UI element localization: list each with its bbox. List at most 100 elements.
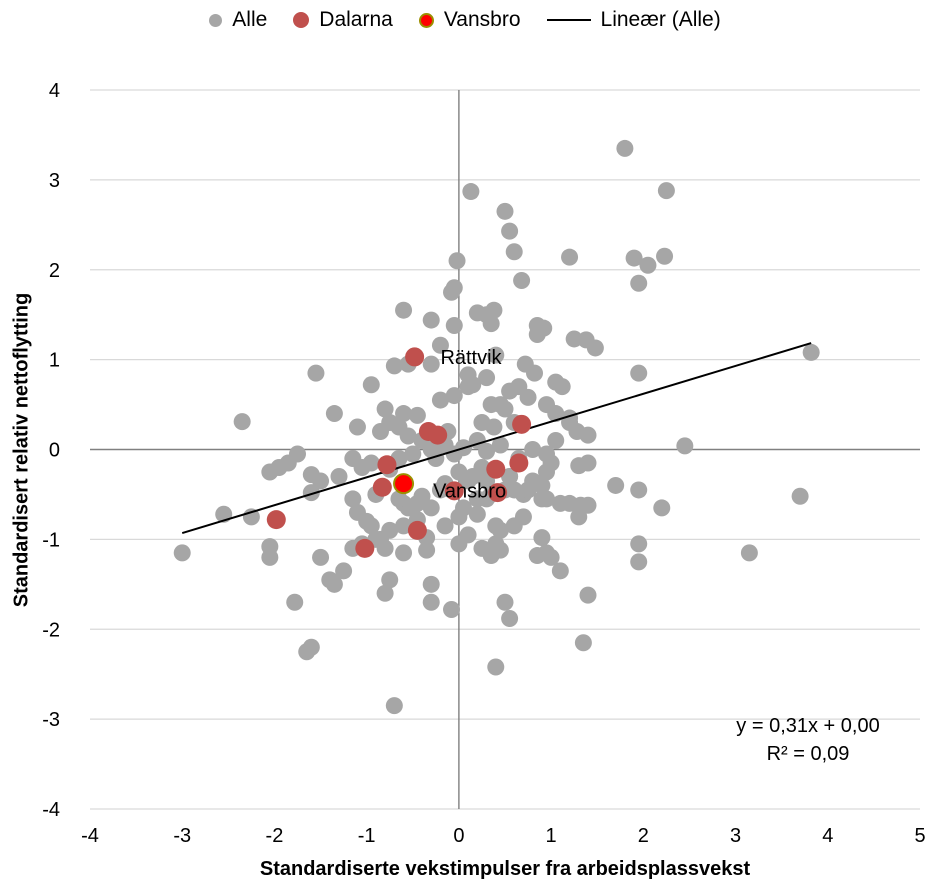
legend-item-trendline: Lineær (Alle)	[546, 8, 721, 32]
point-alle	[482, 315, 500, 333]
point-alle	[547, 373, 565, 391]
point-alle	[653, 499, 671, 517]
point-alle	[325, 405, 343, 423]
point-alle	[362, 376, 380, 394]
point-alle	[496, 593, 514, 611]
point-alle	[535, 319, 553, 337]
point-alle	[325, 575, 343, 593]
point-alle	[173, 544, 191, 562]
point-alle	[561, 248, 579, 266]
regression-r-squared: R² = 0,09	[766, 743, 850, 765]
point-alle	[385, 697, 403, 715]
point-alle	[526, 364, 544, 382]
point-alle	[570, 508, 588, 526]
point-dalarna	[355, 538, 375, 558]
point-alle	[404, 445, 422, 463]
point-alle	[496, 400, 514, 418]
y-tick-label: 0	[49, 440, 60, 462]
legend-item-alle: Alle	[209, 8, 267, 32]
point-alle	[445, 279, 463, 297]
point-alle	[473, 458, 491, 476]
legend: Alle Dalarna Vansbro Lineær (Alle)	[0, 8, 930, 32]
point-alle	[547, 432, 565, 450]
point-alle	[390, 490, 408, 508]
point-alle	[514, 508, 532, 526]
point-alle	[422, 575, 440, 593]
point-alle	[478, 442, 496, 460]
point-alle	[445, 316, 463, 334]
point-alle	[462, 183, 480, 201]
point-alle	[302, 484, 320, 502]
point-alle	[422, 499, 440, 517]
y-axis-label: Standardisert relativ nettoflytting	[10, 292, 33, 608]
y-tick-label: -2	[42, 619, 60, 641]
point-alle	[491, 436, 509, 454]
point-alle	[657, 182, 675, 200]
point-alle	[422, 593, 440, 611]
point-alle	[381, 521, 399, 539]
point-alle	[302, 638, 320, 656]
point-alle	[395, 544, 413, 562]
point-alle	[448, 252, 466, 270]
point-alle	[312, 548, 330, 566]
point-alle	[362, 517, 380, 535]
point-alle	[528, 547, 546, 565]
point-alle	[551, 562, 569, 580]
point-alle	[381, 571, 399, 589]
x-tick-label: -4	[81, 825, 99, 847]
y-tick-label: 3	[49, 170, 60, 192]
point-alle	[395, 301, 413, 319]
point-alle	[335, 562, 353, 580]
point-alle	[307, 364, 325, 382]
x-tick-label: 1	[546, 825, 557, 847]
point-alle	[616, 139, 634, 157]
legend-label-trendline: Lineær (Alle)	[600, 8, 721, 31]
point-alle	[431, 336, 449, 354]
point-dalarna	[405, 347, 425, 367]
point-alle	[450, 463, 468, 481]
y-tick-label: 1	[49, 350, 60, 372]
point-alle	[233, 413, 251, 431]
point-alle	[376, 400, 394, 418]
point-alle	[455, 499, 472, 517]
point-alle	[312, 472, 330, 490]
point-alle	[482, 547, 500, 565]
point-alle	[630, 535, 648, 553]
point-alle	[496, 202, 514, 220]
point-alle	[431, 391, 449, 409]
point-alle	[418, 541, 436, 559]
point-alle	[561, 494, 579, 512]
annotation-rattvik: Rättvik	[440, 347, 502, 369]
point-alle	[487, 346, 505, 364]
y-tick-label: -3	[42, 709, 60, 731]
point-dalarna	[428, 425, 448, 445]
point-alle	[348, 503, 366, 521]
point-dalarna	[444, 481, 464, 501]
y-tick-label: 4	[49, 80, 60, 102]
point-alle	[791, 487, 809, 505]
point-alle	[468, 490, 486, 508]
point-alle	[524, 441, 542, 458]
point-alle	[579, 586, 597, 604]
point-alle	[279, 454, 297, 472]
point-alle	[519, 481, 537, 499]
point-dalarna	[372, 477, 392, 497]
point-alle	[568, 423, 586, 441]
point-alle	[656, 247, 674, 265]
legend-item-dalarna: Dalarna	[293, 8, 393, 32]
y-tick-label: 2	[49, 260, 60, 282]
x-axis-label: Standardiserte vekstimpulser fra arbeids…	[259, 858, 751, 880]
point-alle	[376, 584, 394, 602]
point-alle	[630, 364, 648, 382]
legend-label-vansbro: Vansbro	[443, 8, 521, 31]
point-alle	[468, 505, 486, 523]
x-tick-label: 3	[730, 825, 741, 847]
point-alle	[464, 376, 482, 394]
point-dalarna	[486, 459, 506, 479]
x-tick-label: 0	[453, 825, 464, 847]
point-alle	[395, 405, 413, 423]
point-alle	[381, 414, 399, 432]
point-alle	[574, 634, 592, 652]
